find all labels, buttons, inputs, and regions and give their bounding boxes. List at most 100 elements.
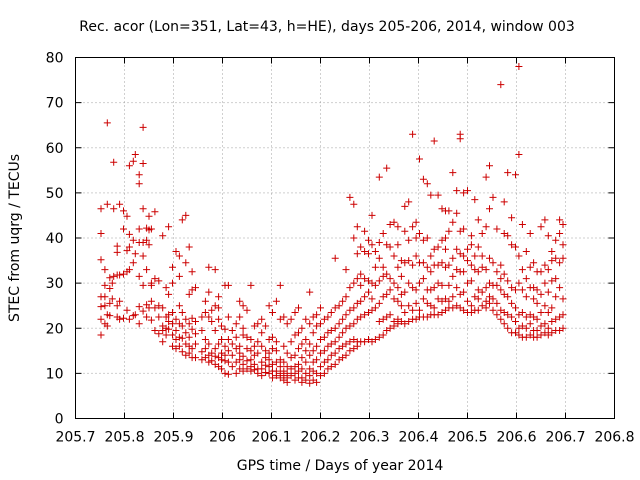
data-point	[165, 318, 173, 325]
data-point	[486, 299, 493, 307]
data-point	[185, 290, 193, 298]
data-point	[211, 352, 219, 360]
data-point	[247, 356, 255, 364]
data-point	[544, 324, 552, 332]
data-point	[445, 261, 453, 269]
data-point	[371, 263, 379, 271]
data-point	[123, 306, 131, 314]
data-point	[320, 333, 328, 341]
data-point	[331, 338, 339, 346]
data-point	[211, 327, 219, 334]
x-tick-label: 206.3	[349, 430, 389, 446]
data-point	[409, 223, 417, 231]
data-point	[272, 338, 280, 346]
data-point	[533, 286, 541, 294]
data-point	[221, 351, 229, 359]
data-point	[339, 297, 347, 305]
data-point	[172, 248, 180, 255]
data-point	[401, 288, 409, 296]
data-point	[232, 369, 240, 377]
data-point	[106, 299, 114, 307]
data-point	[548, 329, 556, 337]
data-point	[544, 309, 552, 316]
y-tick-label: 60	[46, 141, 64, 157]
data-point	[460, 288, 468, 296]
data-point	[445, 207, 453, 215]
data-point	[449, 272, 457, 280]
data-point	[327, 363, 335, 371]
data-point	[460, 252, 468, 260]
data-point	[471, 252, 479, 260]
data-point	[131, 311, 139, 319]
data-point	[416, 155, 423, 163]
data-point	[317, 363, 324, 371]
data-point	[178, 216, 186, 224]
data-point	[394, 284, 402, 292]
data-point	[182, 329, 190, 337]
data-point	[342, 293, 350, 301]
data-point	[116, 200, 124, 208]
grid-lines	[75, 57, 615, 419]
data-point	[101, 302, 109, 310]
data-point	[541, 279, 549, 287]
data-point	[103, 119, 111, 127]
data-point	[198, 327, 206, 334]
data-point	[409, 130, 417, 138]
data-point	[317, 320, 324, 328]
data-point	[243, 306, 251, 314]
data-point	[327, 351, 335, 359]
data-point	[500, 320, 508, 328]
data-point	[269, 309, 276, 316]
data-point	[247, 281, 255, 289]
data-point	[533, 327, 541, 334]
data-point	[478, 230, 486, 237]
data-point	[474, 295, 482, 303]
data-point	[280, 342, 288, 350]
data-point	[283, 369, 291, 377]
data-point	[287, 354, 295, 362]
data-point	[269, 360, 276, 368]
data-point	[438, 259, 446, 267]
data-point	[172, 315, 180, 323]
data-point	[342, 266, 350, 274]
data-point	[423, 263, 431, 271]
data-point	[254, 320, 262, 328]
data-point	[208, 318, 216, 325]
data-point	[357, 270, 365, 278]
data-point	[537, 322, 545, 330]
data-point	[489, 306, 497, 314]
data-point	[375, 318, 383, 325]
data-point	[530, 259, 538, 267]
data-point	[497, 286, 505, 294]
data-point	[371, 336, 379, 343]
data-points	[97, 63, 567, 387]
data-point	[188, 345, 196, 353]
data-point	[108, 279, 116, 287]
data-point	[205, 263, 213, 271]
data-point	[478, 252, 486, 260]
chart-title: Rec. acor (Lon=351, Lat=43, h=HE), days …	[79, 19, 575, 35]
data-point	[309, 347, 317, 355]
data-point	[383, 164, 391, 172]
data-point	[353, 223, 361, 231]
data-point	[375, 333, 383, 341]
data-point	[552, 236, 560, 244]
data-point	[182, 259, 190, 267]
data-point	[188, 268, 196, 276]
data-point	[302, 358, 310, 366]
data-point	[232, 320, 240, 328]
data-point	[412, 234, 420, 242]
data-point	[215, 315, 223, 323]
data-point	[265, 349, 273, 357]
data-point	[198, 348, 206, 356]
data-point	[258, 372, 266, 380]
data-point	[548, 257, 556, 265]
data-point	[110, 205, 118, 213]
data-point	[445, 281, 453, 289]
data-point	[361, 311, 369, 319]
data-point	[306, 320, 314, 328]
data-point	[522, 324, 530, 332]
data-point	[185, 333, 193, 341]
y-tick-label: 0	[55, 412, 64, 428]
data-point	[482, 266, 490, 274]
